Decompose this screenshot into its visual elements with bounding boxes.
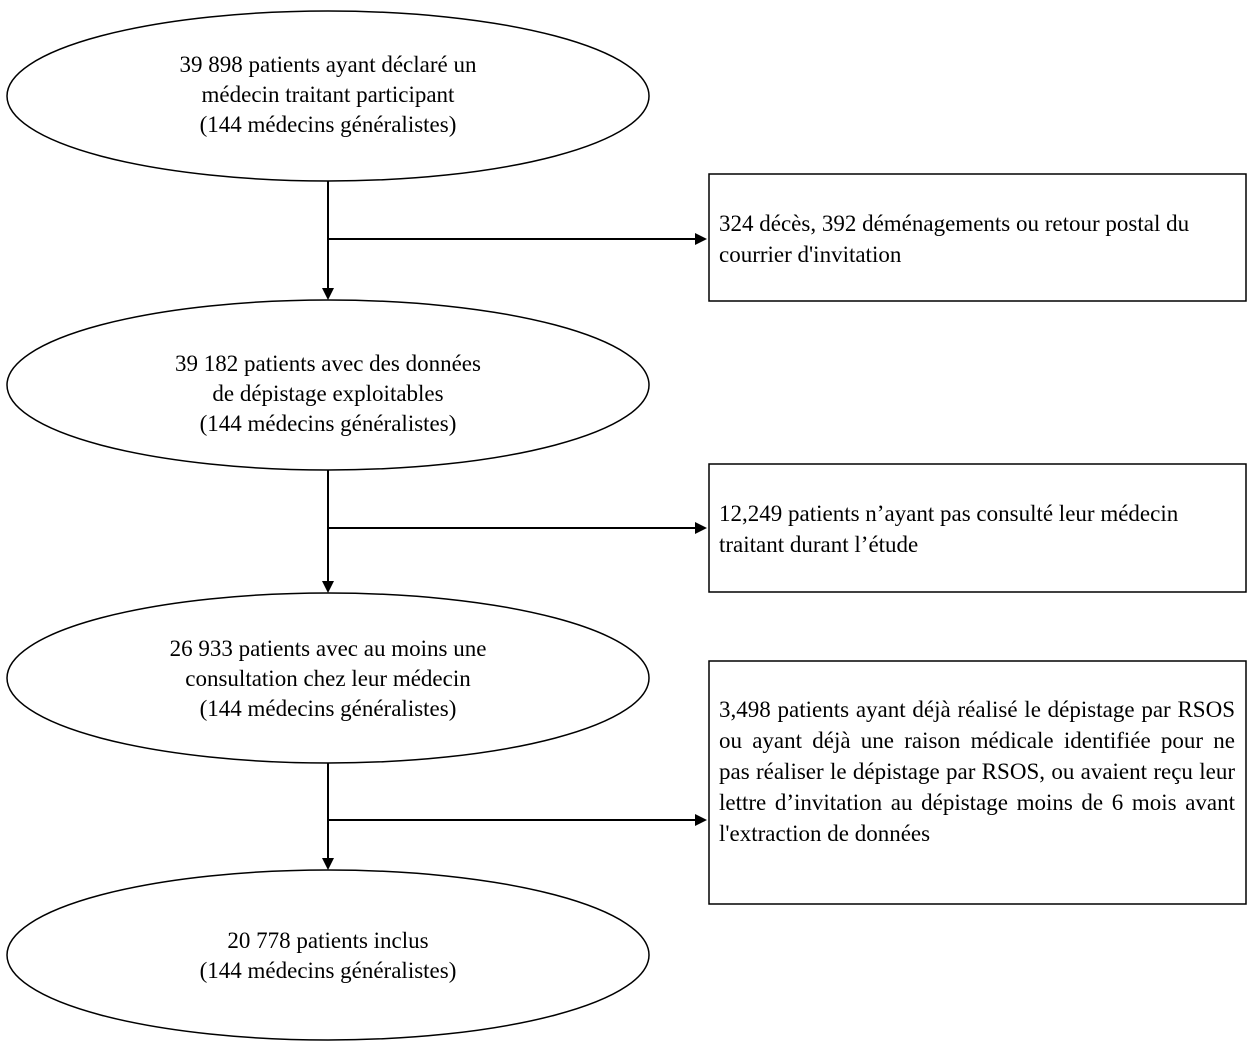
- node-4-line-1: 20 778 patients inclus: [227, 928, 429, 953]
- node-ellipse-4: [6, 869, 650, 1041]
- node-4-line-2: (144 médecins généralistes): [199, 958, 457, 983]
- node-2-line-3: (144 médecins généralistes): [199, 411, 457, 436]
- exclusion-text-3: 3,498 patients ayant déjà réalisé le dép…: [719, 697, 1235, 846]
- node-text-1: 39 898 patients ayant déclaré un médecin…: [78, 50, 578, 140]
- exclusion-box-1: [708, 173, 1247, 302]
- node-3-line-3: (144 médecins généralistes): [199, 696, 457, 721]
- node-text-3: 26 933 patients avec au moins une consul…: [78, 634, 578, 724]
- node-text-2: 39 182 patients avec des données de dépi…: [78, 349, 578, 439]
- node-2-line-1: 39 182 patients avec des données: [175, 351, 481, 376]
- node-text-4: 20 778 patients inclus (144 médecins gén…: [78, 926, 578, 986]
- node-2-line-2: de dépistage exploitables: [212, 381, 444, 406]
- node-3-line-1: 26 933 patients avec au moins une: [169, 636, 487, 661]
- exclusion-box-2: [708, 463, 1247, 593]
- exclusion-text-2: 12,249 patients n’ayant pas consulté leu…: [719, 501, 1179, 557]
- node-1-line-1: 39 898 patients ayant déclaré un: [179, 52, 477, 77]
- exclusion-text-1: 324 décès, 392 déménagements ou retour p…: [719, 211, 1190, 267]
- node-3-line-2: consultation chez leur médecin: [185, 666, 471, 691]
- node-1-line-3: (144 médecins généralistes): [199, 112, 457, 137]
- exclusion-box-3: [708, 660, 1247, 905]
- node-1-line-2: médecin traitant participant: [201, 82, 455, 107]
